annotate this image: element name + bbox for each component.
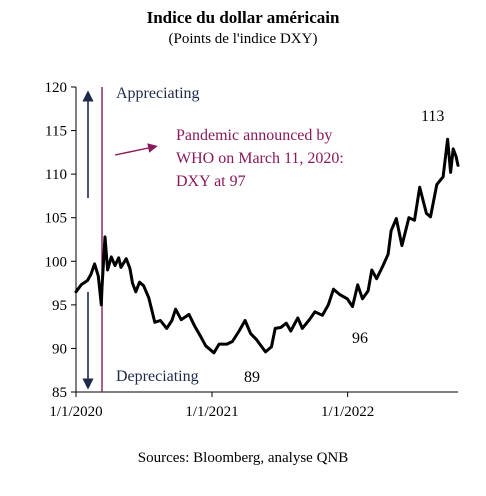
annotations: Appreciating Depreciating Pandemic annou… — [82, 85, 444, 390]
series-layer — [74, 137, 460, 355]
depreciating-label: Depreciating — [116, 368, 199, 385]
y-tick-label: 95 — [52, 298, 67, 314]
y-tick-label: 85 — [52, 385, 67, 401]
x-tick-label: 1/1/2022 — [321, 404, 374, 420]
axes: 85 90 95 100 105 110 115 120 1/1/2020 1/1/2021 1/1… — [45, 80, 458, 420]
y-tick-label: 115 — [45, 124, 67, 140]
y-tick-label: 90 — [52, 341, 67, 357]
value-label-96: 96 — [352, 330, 368, 347]
y-tick-label: 110 — [45, 167, 67, 183]
low-value-label: 89 — [244, 369, 260, 386]
chart-subtitle: (Points de l'indice DXY) — [168, 31, 318, 47]
y-tick-label: 120 — [45, 80, 68, 96]
source-note: Sources: Bloomberg, analyse QNB — [137, 450, 349, 466]
pandemic-pointer-arrow — [114, 143, 158, 156]
pandemic-note-line1: Pandemic announced by — [176, 127, 332, 144]
pandemic-note-line2: WHO on March 11, 2020: — [176, 150, 344, 167]
x-tick-label: 1/1/2020 — [49, 404, 102, 420]
y-tick-label: 105 — [45, 211, 68, 227]
peak-value-label: 113 — [421, 108, 444, 125]
chart-title: Indice du dollar américain — [146, 8, 340, 27]
appreciating-label: Appreciating — [116, 85, 200, 102]
x-tick-label: 1/1/2021 — [185, 404, 238, 420]
y-tick-label: 100 — [45, 254, 68, 270]
pandemic-note-line3: DXY at 97 — [176, 173, 246, 190]
dxy-series-line — [74, 137, 460, 355]
